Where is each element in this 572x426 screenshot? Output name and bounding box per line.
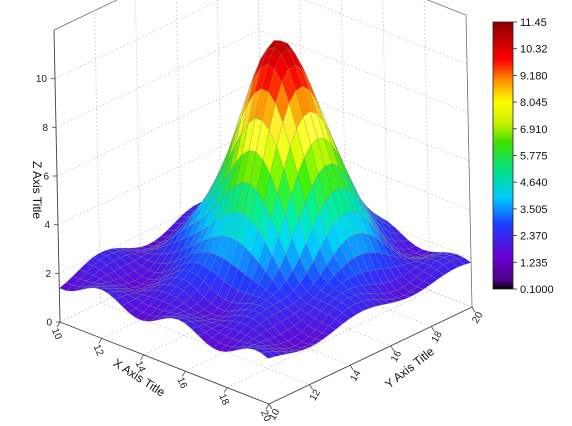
z-tick-label: 2 (45, 269, 51, 280)
colorbar-label: 2.370 (520, 231, 548, 243)
x-tick-label: 16 (174, 376, 189, 391)
x-tick-label: 14 (133, 359, 148, 374)
colorbar-gradient (492, 21, 514, 290)
x-tick-label: 18 (216, 392, 231, 407)
y-tick-label: 14 (348, 368, 363, 384)
surface-mesh (58, 40, 472, 359)
colorbar-label: 0.1000 (520, 284, 554, 296)
colorbar-label: 1.235 (520, 257, 548, 269)
x-tick-label: 10 (49, 327, 64, 342)
z-tick-label: 6 (43, 172, 49, 183)
colorbar-label: 8.045 (520, 97, 548, 109)
z-axis-title: Z Axis Title (30, 161, 44, 219)
colorbar-label: 4.640 (520, 177, 548, 189)
z-tick-label: 0 (46, 318, 52, 329)
surface-patch (260, 351, 276, 359)
z-tick-label: 8 (42, 123, 48, 134)
z-tick-label: 10 (36, 74, 48, 85)
y-tick-label: 18 (430, 329, 445, 345)
y-axis-title: Y Axis Title (382, 344, 437, 391)
y-tick-label: 10 (267, 407, 282, 423)
colorbar-label: 10.32 (520, 44, 548, 56)
colorbar-label: 6.910 (520, 124, 548, 136)
colorbar-label: 5.775 (520, 151, 548, 163)
colorbar-labels: 11.45 10.32 9.180 8.045 6.910 5.775 4.640 3.505… (513, 17, 554, 296)
x-tick-label: 20 (258, 409, 273, 424)
y-tick-label: 16 (389, 349, 404, 365)
y-tick-label: 20 (470, 310, 485, 326)
z-tick-label: 4 (44, 220, 50, 231)
colorbar: 11.45 10.32 9.180 8.045 6.910 5.775 4.640 3.505… (492, 17, 554, 296)
colorbar-label: 11.45 (520, 17, 547, 29)
x-tick-label: 12 (91, 343, 106, 358)
y-tick-label: 12 (308, 387, 323, 403)
colorbar-label: 9.180 (520, 70, 548, 82)
colorbar-label: 3.505 (520, 204, 548, 216)
